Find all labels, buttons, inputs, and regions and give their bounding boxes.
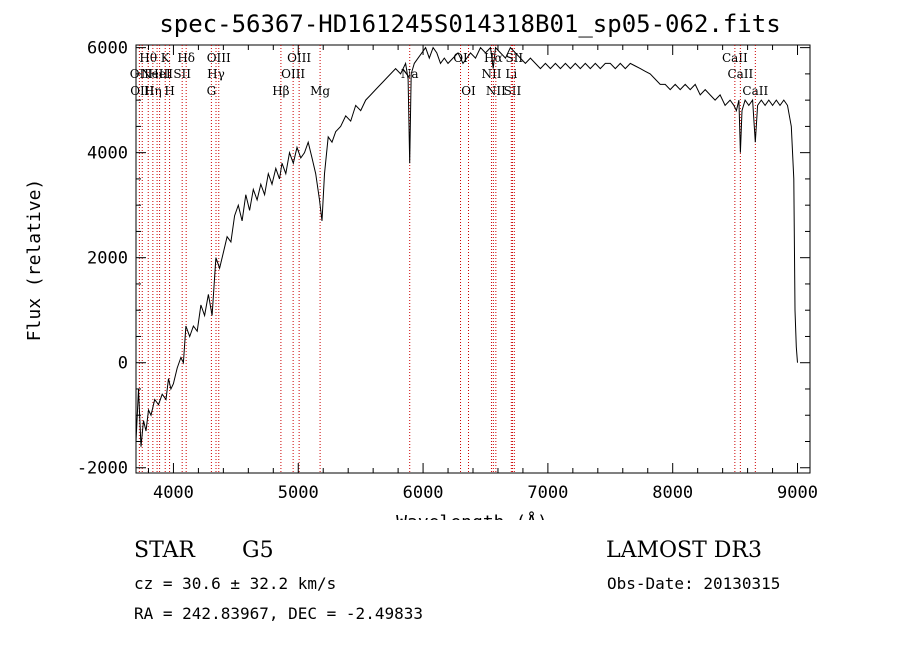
line-marker-label: SII xyxy=(505,51,523,65)
y-tick-label: 6000 xyxy=(87,39,128,59)
line-marker-label: Li xyxy=(505,67,517,81)
observation-date: Obs-Date: 20130315 xyxy=(607,574,781,593)
x-axis-label: Wavelength (Å) xyxy=(396,511,548,520)
y-tick-label: 4000 xyxy=(87,144,128,164)
line-marker-label: Na xyxy=(401,67,419,81)
y-axis-label: Flux (relative) xyxy=(24,179,45,342)
line-marker-label: NeIII xyxy=(141,67,173,81)
line-marker-label: Hη xyxy=(144,84,162,98)
x-tick-label: 7000 xyxy=(527,483,568,503)
line-marker-label: CaII xyxy=(722,51,748,65)
object-subclass: G5 xyxy=(242,538,274,563)
line-marker-label: CaII xyxy=(727,67,753,81)
axis-ticks: 4000 5000 6000 7000 8000 9000 -2000 0 2000 4000 60… xyxy=(77,39,818,503)
line-marker-label: Hθ xyxy=(139,51,157,65)
line-marker-label: K xyxy=(161,51,171,65)
line-marker-label: Hα xyxy=(484,51,503,65)
line-marker-label: CaII xyxy=(742,84,768,98)
line-marker-label: OIII xyxy=(287,51,311,65)
line-marker-label: H xyxy=(164,84,174,98)
line-marker-label: OIII xyxy=(281,67,305,81)
line-marker-label: Hβ xyxy=(272,84,289,98)
line-marker-label: OI xyxy=(461,84,476,98)
survey-name: LAMOST DR3 xyxy=(606,538,762,563)
line-marker-label: SII xyxy=(173,67,191,81)
line-marker-label: SII xyxy=(504,84,522,98)
x-tick-label: 9000 xyxy=(777,483,818,503)
velocity-readout: cz = 30.6 ± 32.2 km/s xyxy=(134,574,337,593)
line-marker-label: NII xyxy=(481,67,501,81)
y-tick-label: -2000 xyxy=(77,459,128,479)
line-marker-label: Hδ xyxy=(177,51,195,65)
line-marker-label: HeI xyxy=(148,67,171,81)
spectrum-line xyxy=(135,46,798,447)
x-tick-label: 5000 xyxy=(278,483,319,503)
x-tick-label: 4000 xyxy=(153,483,194,503)
y-tick-label: 2000 xyxy=(87,249,128,269)
x-tick-label: 6000 xyxy=(403,483,444,503)
line-marker-label: NII xyxy=(486,84,506,98)
spectrum-chart: spec-56367-HD161245S014318B01_sp05-062.f… xyxy=(24,10,818,520)
line-marker-label: OIII xyxy=(207,51,231,65)
line-marker-label: Mg xyxy=(310,84,330,98)
line-marker-label: Hγ xyxy=(207,67,225,81)
plot-frame xyxy=(135,44,811,474)
object-class: STAR xyxy=(134,538,195,563)
y-tick-label: 0 xyxy=(118,354,128,374)
line-markers: OIIOIIIHθHηNeIIIHeIKHSIIHδGHγOIIIHβOIIIO… xyxy=(130,45,768,473)
coordinates-readout: RA = 242.83967, DEC = -2.49833 xyxy=(134,604,423,623)
x-tick-label: 8000 xyxy=(652,483,693,503)
line-marker-label: G xyxy=(207,84,217,98)
chart-title: spec-56367-HD161245S014318B01_sp05-062.f… xyxy=(159,10,780,38)
